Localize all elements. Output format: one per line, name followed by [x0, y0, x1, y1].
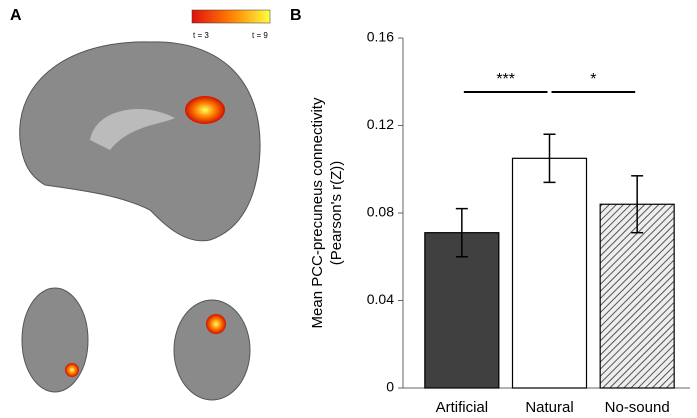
y-tick-label: 0.16: [367, 29, 394, 45]
panel-a: A t = 3 t = 9: [10, 7, 271, 401]
bar: [599, 203, 675, 389]
colorbar-label: t = 9: [252, 31, 268, 40]
x-tick-label: Artificial: [436, 399, 489, 416]
brain-axial: [21, 287, 89, 393]
corpus-callosum: [90, 109, 175, 150]
activation: [185, 96, 225, 124]
brain-coronal: [173, 299, 251, 401]
panel-label: A: [10, 7, 22, 24]
y-axis-label: Mean PCC-precuneus connectivity: [309, 97, 326, 328]
y-tick-label: 0.12: [367, 116, 394, 132]
y-tick-label: 0.04: [367, 291, 394, 307]
y-tick-label: 0: [386, 379, 394, 395]
colorbar-label: t = 3: [193, 31, 209, 40]
y-axis-label: (Pearson's r(Z)): [328, 161, 345, 266]
activation: [65, 363, 79, 377]
significance-label: *: [590, 71, 596, 88]
brain-sagittal: [19, 41, 261, 242]
activation: [206, 314, 226, 334]
colorbar: [191, 9, 271, 24]
panel-label: B: [290, 7, 302, 24]
bar: [424, 232, 500, 389]
x-tick-label: Natural: [525, 399, 573, 416]
y-tick-label: 0.08: [367, 204, 394, 220]
x-tick-label: No-sound: [605, 399, 670, 416]
bar: [511, 157, 588, 389]
significance-label: ***: [496, 71, 515, 88]
